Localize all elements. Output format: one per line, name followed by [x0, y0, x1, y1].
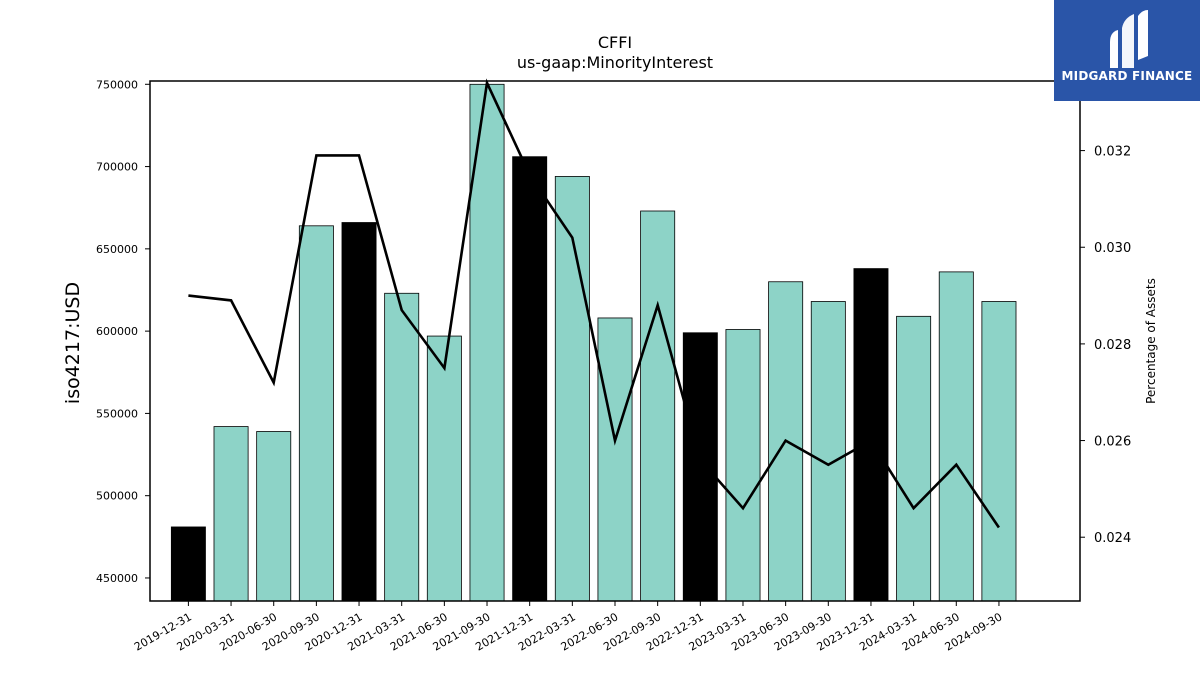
midgard-finance-logo: MIDGARD FINANCE — [1054, 0, 1200, 101]
bar — [896, 315, 932, 602]
logo-text: MIDGARD FINANCE — [1061, 69, 1193, 83]
bar — [512, 156, 548, 602]
bar — [170, 526, 206, 602]
bar — [725, 329, 761, 602]
y2-tick-label: 0.028 — [1094, 338, 1131, 353]
bar — [384, 292, 420, 602]
bar — [853, 268, 889, 602]
y-tick-label: 550000 — [96, 407, 138, 420]
y-tick-label: 650000 — [96, 243, 138, 256]
y-tick-label: 700000 — [96, 161, 138, 174]
bar — [938, 271, 974, 602]
y2-tick-label: 0.032 — [1094, 145, 1131, 160]
y2-axis-label: Percentage of Assets — [1144, 278, 1158, 404]
bar — [640, 210, 676, 602]
percentage-of-assets-line — [188, 78, 1000, 529]
y-tick-label: 750000 — [96, 78, 138, 91]
y-axis-label: iso4217:USD — [62, 282, 84, 404]
chart-title: CFFI — [598, 33, 632, 52]
bar — [810, 301, 846, 602]
bar — [682, 332, 718, 602]
y2-tick-label: 0.026 — [1094, 435, 1131, 450]
chart-subtitle: us-gaap:MinorityInterest — [517, 53, 713, 72]
y-tick-label: 500000 — [96, 490, 138, 503]
bar — [597, 317, 633, 602]
bar — [256, 431, 292, 602]
bar — [298, 225, 334, 602]
bar — [341, 222, 377, 602]
y2-tick-label: 0.024 — [1094, 531, 1131, 546]
bar — [426, 335, 462, 602]
y-tick-label: 450000 — [96, 572, 138, 585]
bar — [554, 176, 590, 602]
logo-mark-icon — [1110, 10, 1148, 68]
y-tick-label: 600000 — [96, 325, 138, 338]
y2-tick-label: 0.030 — [1094, 241, 1131, 256]
bar — [469, 83, 505, 602]
bar — [981, 301, 1017, 602]
bar — [213, 426, 249, 602]
